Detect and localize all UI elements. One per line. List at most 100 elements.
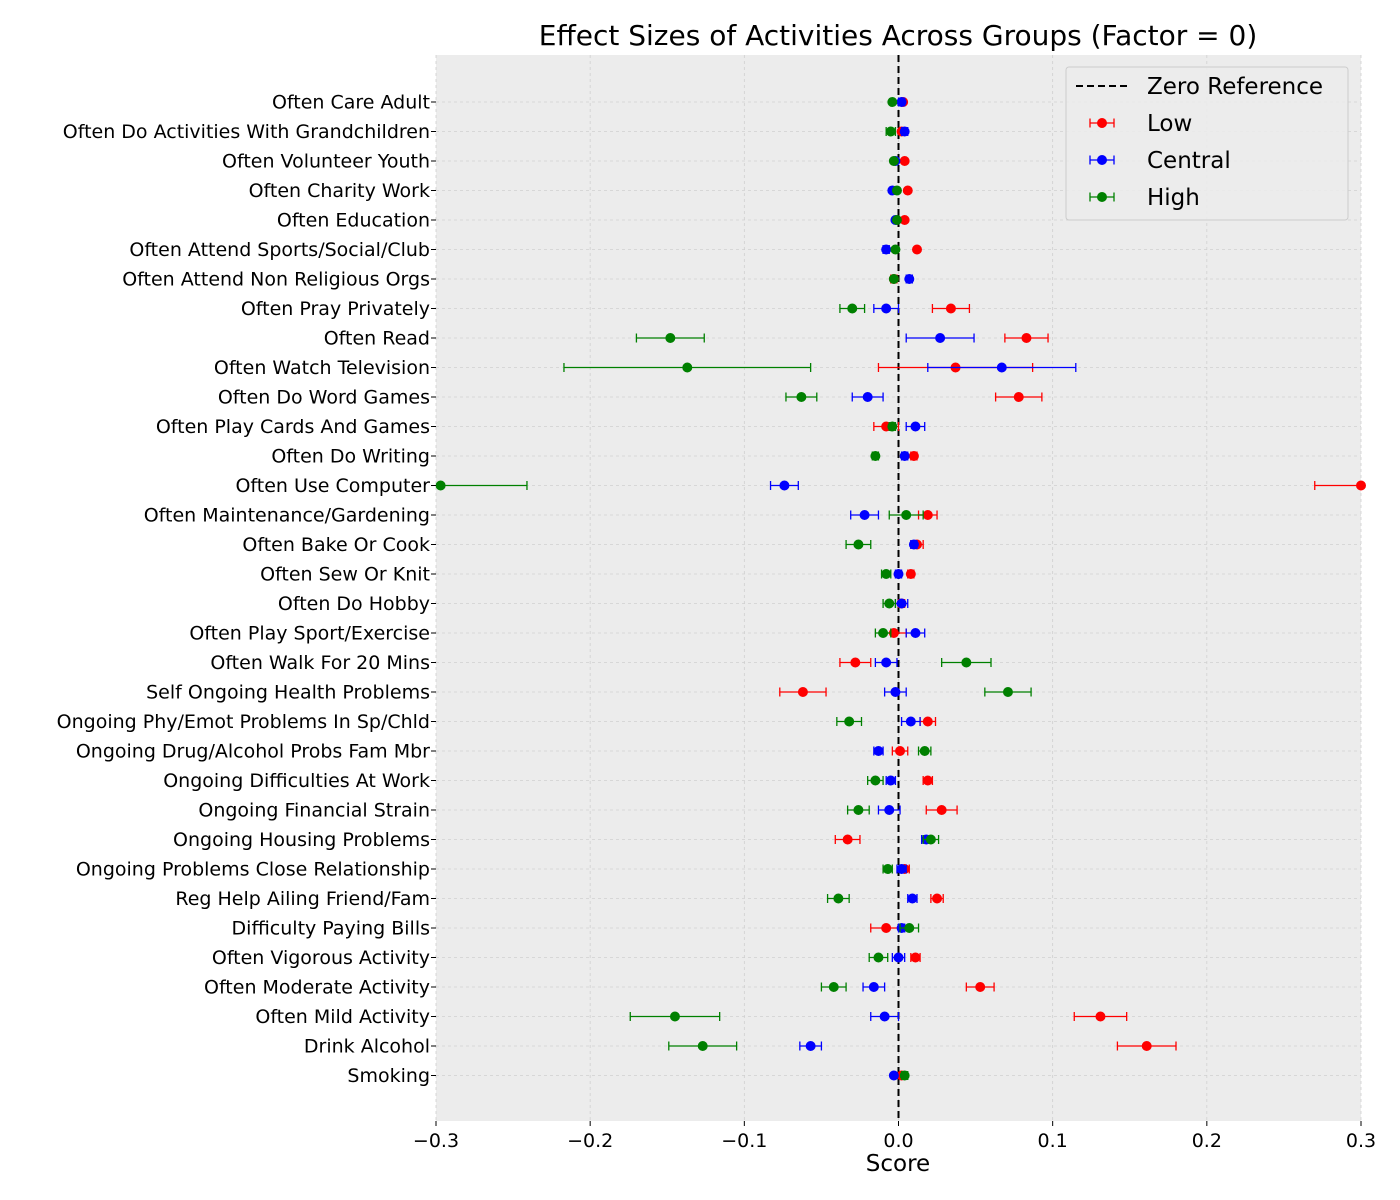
x-tick-label: −0.3	[413, 1130, 459, 1152]
data-point	[853, 539, 864, 550]
y-tick-label: Drink Alcohol	[304, 1036, 430, 1058]
data-point	[1356, 480, 1366, 491]
x-tick-label: 0.3	[1346, 1130, 1376, 1152]
data-point	[891, 215, 902, 225]
data-point	[882, 864, 893, 874]
data-point	[922, 775, 933, 786]
data-point	[899, 451, 910, 461]
y-tick-label: Often Care Adult	[272, 92, 430, 114]
y-tick-label: Often Do Hobby	[278, 593, 430, 615]
data-point	[847, 303, 858, 314]
data-point	[881, 244, 892, 255]
data-point	[1013, 392, 1024, 402]
y-tick-label: Often Watch Television	[214, 357, 430, 379]
y-tick-label: Self Ongoing Health Problems	[146, 682, 430, 704]
legend-marker	[1097, 155, 1107, 165]
data-point	[896, 97, 907, 107]
data-point	[899, 156, 910, 166]
data-point	[961, 657, 972, 668]
data-point	[887, 421, 898, 432]
legend-label: Zero Reference	[1147, 74, 1323, 100]
data-point	[910, 421, 921, 432]
y-tick-label: Ongoing Housing Problems	[173, 829, 430, 851]
y-tick-label: Often Read	[324, 328, 430, 350]
legend-marker	[1097, 118, 1107, 128]
data-point	[881, 569, 892, 579]
y-tick-label: Often Use Computer	[235, 475, 430, 497]
data-point	[996, 362, 1007, 373]
chart-title: Effect Sizes of Activities Across Groups…	[539, 19, 1258, 52]
series-central	[769, 97, 1077, 1081]
data-point	[665, 333, 676, 343]
data-point	[881, 303, 892, 314]
y-tick-label: Often Play Cards And Games	[156, 416, 430, 438]
data-point	[975, 982, 986, 992]
legend-label: High	[1147, 185, 1200, 211]
data-point	[797, 687, 808, 697]
data-point	[912, 244, 922, 255]
data-point	[904, 923, 915, 933]
y-tick-label: Often Volunteer Youth	[222, 151, 430, 173]
data-point	[878, 628, 889, 638]
data-point	[935, 333, 946, 343]
y-tick-label: Smoking	[347, 1065, 430, 1087]
y-tick-label: Often Do Word Games	[218, 387, 430, 409]
y-tick-label: Often Walk For 20 Mins	[210, 652, 430, 674]
data-point	[888, 156, 899, 166]
data-point	[873, 952, 884, 963]
data-point	[873, 746, 884, 756]
data-point	[1095, 1011, 1106, 1022]
data-point	[922, 510, 933, 520]
data-point	[905, 569, 916, 579]
data-point	[922, 716, 933, 727]
data-point	[697, 1041, 708, 1051]
data-point	[896, 598, 907, 609]
y-tick-label: Often Attend Sports/Social/Club	[129, 239, 430, 261]
data-point	[908, 539, 919, 550]
x-tick-label: −0.1	[721, 1130, 767, 1152]
y-tick-label: Often Vigorous Activity	[212, 947, 430, 969]
x-axis-label: Score	[866, 1151, 930, 1177]
data-point	[1021, 333, 1032, 343]
y-tick-label: Difficulty Paying Bills	[232, 918, 430, 940]
data-point	[884, 598, 895, 609]
y-tick-label: Ongoing Problems Close Relationship	[76, 859, 430, 881]
data-point	[885, 775, 896, 786]
data-point	[901, 510, 912, 520]
data-point	[881, 923, 892, 933]
data-point	[945, 303, 956, 314]
legend: Zero Reference Low Central High	[1065, 66, 1349, 221]
data-point	[888, 274, 899, 284]
data-point	[910, 628, 921, 638]
y-tick-label: Often Education	[277, 210, 430, 232]
y-tick-label: Often Moderate Activity	[204, 977, 430, 999]
data-point	[1141, 1041, 1152, 1051]
data-point	[904, 274, 915, 284]
data-point	[868, 982, 879, 992]
data-series	[435, 97, 1366, 1081]
data-point	[908, 451, 919, 461]
y-tick-label: Often Play Sport/Exercise	[189, 623, 430, 645]
y-tick-label: Reg Help Ailing Friend/Fam	[175, 888, 430, 910]
x-tick-label: 0.2	[1192, 1130, 1222, 1152]
data-point	[435, 480, 446, 491]
data-point	[842, 834, 853, 845]
legend-box	[1065, 66, 1349, 221]
data-point	[885, 126, 896, 137]
data-point	[881, 657, 892, 668]
data-point	[899, 1070, 910, 1081]
x-tick-label: 0.0	[883, 1130, 913, 1152]
y-tick-label: Often Attend Non Religious Orgs	[122, 269, 430, 291]
legend-label: Low	[1147, 111, 1192, 137]
data-point	[844, 716, 855, 727]
data-point	[879, 1011, 890, 1022]
data-point	[870, 451, 881, 461]
series-high	[435, 97, 1032, 1081]
data-point	[1002, 687, 1013, 697]
y-tick-label: Ongoing Difficulties At Work	[163, 770, 430, 792]
data-point	[669, 1011, 680, 1022]
data-point	[899, 215, 910, 225]
data-point	[862, 392, 873, 402]
y-tick-label: Often Charity Work	[249, 180, 430, 202]
y-tick-label: Often Mild Activity	[255, 1006, 430, 1028]
